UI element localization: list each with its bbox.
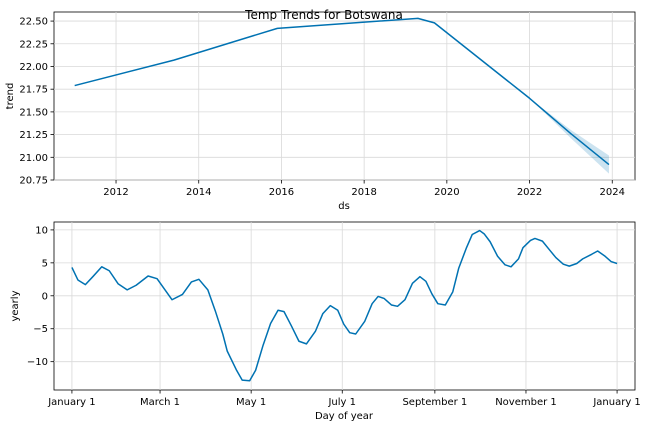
trend-y-tick-label: 22.25	[19, 39, 48, 50]
trend-x-tick-label: 2022	[517, 187, 542, 198]
yearly-y-tick-label: 0	[42, 291, 48, 302]
yearly-panel: January 1 March 1 May 1 July 1 September 1 No…	[10, 221, 641, 422]
yearly-x-tick-label: January 1	[47, 397, 95, 408]
yearly-x-tick-label: March 1	[140, 397, 180, 408]
trend-plot-frame	[53, 11, 636, 181]
trend-y-tick-label: 21.75	[19, 85, 48, 96]
yearly-y-tick-label: 5	[42, 258, 48, 269]
trend-y-tick-label: 22.50	[19, 17, 48, 28]
yearly-y-axis-label: yearly	[10, 290, 21, 321]
trend-uncertainty-band	[529, 98, 609, 174]
trend-y-tick-label: 20.75	[19, 176, 48, 187]
chart-title: Temp Trends for Botswana	[244, 8, 403, 22]
trend-x-tick-label: 2018	[351, 187, 376, 198]
trend-y-axis-label: trend	[5, 83, 16, 110]
trend-x-tick-label: 2016	[269, 187, 294, 198]
yearly-plot-frame	[53, 221, 636, 391]
trend-x-tick-label: 2020	[434, 187, 459, 198]
trend-panel: 2012 2014 2016 2018 2020 2022 2024 20.75 21.00 21…	[5, 11, 636, 212]
yearly-x-tick-label: September 1	[402, 397, 467, 408]
yearly-x-tick-label: November 1	[495, 397, 557, 408]
trend-x-tick-label: 2014	[186, 187, 211, 198]
yearly-y-tick-label: −5	[33, 324, 48, 335]
trend-y-tick-label: 21.50	[19, 107, 48, 118]
trend-y-tick-label: 21.00	[19, 153, 48, 164]
trend-y-tick-label: 21.25	[19, 130, 48, 141]
trend-series-line	[74, 17, 610, 166]
yearly-x-tick-label: January 1	[592, 397, 640, 408]
yearly-x-tick-label: May 1	[236, 397, 266, 408]
trend-x-axis-label: ds	[338, 201, 350, 212]
trend-x-tick-label: 2024	[600, 187, 625, 198]
yearly-series-line	[71, 229, 618, 382]
yearly-x-tick-label: July 1	[327, 397, 356, 408]
yearly-y-tick-label: −10	[27, 357, 48, 368]
trend-y-tick-label: 22.00	[19, 62, 48, 73]
yearly-y-tick-label: 10	[35, 225, 48, 236]
trend-x-tick-label: 2012	[103, 187, 128, 198]
yearly-x-axis-label: Day of year	[315, 411, 374, 422]
